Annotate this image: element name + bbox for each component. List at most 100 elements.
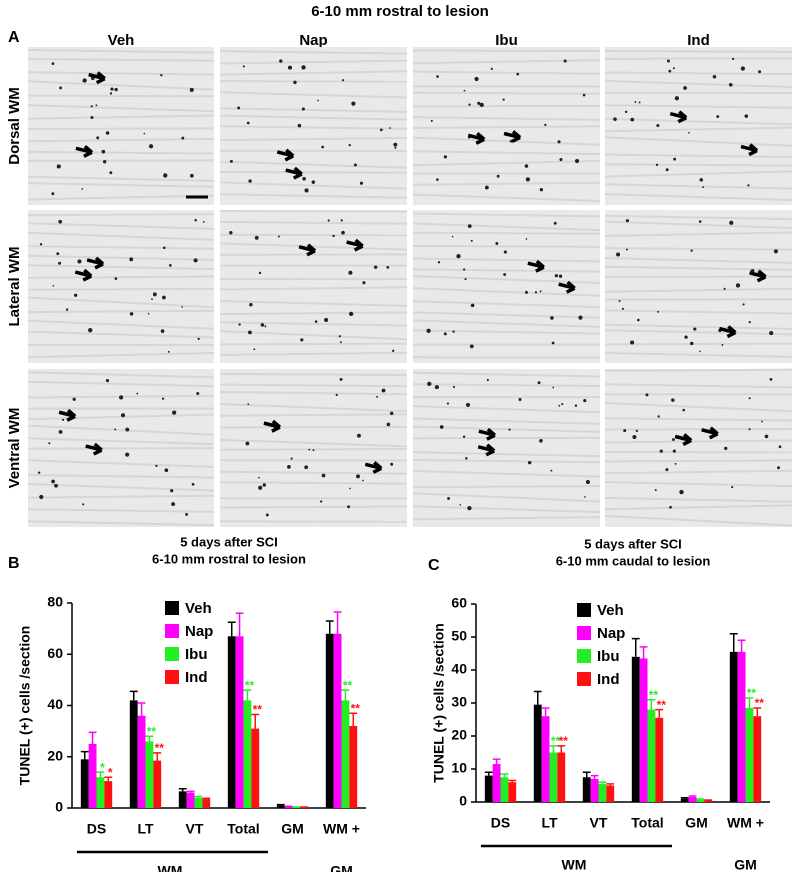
fiber-stripe [219, 372, 408, 376]
arrow [298, 243, 317, 257]
tunel-dot [630, 117, 635, 122]
tunel-dot [443, 332, 447, 336]
error-bar [582, 771, 591, 778]
tunel-dot [699, 178, 704, 182]
arrow [86, 256, 105, 270]
fiber-stripe [412, 485, 601, 489]
tunel-dot [287, 465, 291, 469]
tunel-dot [446, 402, 450, 405]
tunel-dot [459, 503, 462, 506]
tunel-dot [359, 181, 364, 185]
bar [235, 636, 244, 808]
tunel-dot [160, 329, 165, 333]
chart-title: 5 days after SCI [584, 536, 682, 551]
bar [276, 805, 285, 808]
tunel-dot [495, 242, 499, 245]
error-bar [80, 750, 89, 760]
tunel-dot [320, 500, 323, 503]
tunel-dot [362, 281, 366, 285]
tunel-dot [327, 219, 330, 222]
fiber-stripe [219, 181, 408, 190]
x-tick-label: VT [186, 821, 204, 837]
fiber-stripe [27, 175, 215, 182]
tunel-dot [349, 487, 351, 490]
tunel-dot [690, 341, 694, 346]
error-bar [276, 803, 285, 806]
significance: ** [343, 678, 353, 692]
fiber-stripe [412, 371, 601, 378]
tunel-dot [742, 303, 745, 306]
error-bar [696, 798, 705, 800]
significance: * [108, 765, 113, 779]
tunel-dot [558, 274, 563, 278]
error-bar [737, 639, 746, 652]
significance: ** [253, 703, 263, 717]
fiber-stripe [219, 242, 408, 251]
tunel-dot [58, 219, 63, 224]
fiber-stripe [412, 319, 601, 328]
tunel-dot [264, 325, 267, 328]
panel-label: A [8, 29, 20, 46]
tunel-dot [119, 395, 124, 400]
fiber-stripe [604, 183, 793, 190]
tunel-dot [728, 82, 733, 87]
error-bar [680, 796, 689, 799]
fiber-stripe [412, 257, 601, 263]
fiber-stripe [604, 117, 793, 126]
tunel-dot [311, 180, 316, 184]
tunel-dot [655, 163, 659, 166]
tunel-dot [702, 186, 705, 189]
tunel-dot [462, 435, 466, 438]
tunel-dot [297, 123, 302, 128]
tunel-dot [777, 466, 780, 470]
tunel-dot [353, 163, 357, 167]
fiber-stripe [412, 59, 601, 65]
error-bar [235, 612, 244, 637]
bar [647, 709, 656, 802]
arrow [88, 71, 106, 85]
tunel-dot [690, 249, 693, 252]
y-tick-label: 10 [451, 760, 467, 776]
tunel-dot [682, 408, 685, 412]
bar [80, 759, 89, 808]
tunel-dot [439, 425, 444, 429]
tunel-dot [242, 65, 245, 68]
tunel-dot [525, 238, 528, 240]
bar [333, 633, 342, 808]
tunel-dot [486, 378, 489, 382]
tunel-dot [553, 221, 557, 225]
tunel-dot [136, 392, 139, 395]
tunel-dot [769, 331, 774, 336]
tunel-dot [161, 397, 165, 400]
fiber-stripe [219, 91, 408, 99]
tunel-dot [392, 349, 395, 352]
tunel-dot [666, 59, 670, 63]
error-bar [96, 771, 105, 778]
fiber-stripe [219, 107, 408, 113]
tunel-dot [508, 428, 511, 431]
fiber-stripe [604, 514, 793, 527]
tunel-dot [348, 270, 353, 275]
tunel-dot [39, 243, 43, 246]
tunel-dot [351, 101, 356, 106]
fiber-stripe [27, 494, 215, 499]
tunel-dot [503, 273, 507, 276]
tunel-dot [170, 489, 174, 493]
fiber-stripe [412, 417, 601, 425]
tunel-dot [561, 403, 564, 406]
tunel-dot [82, 503, 85, 506]
tunel-dot [81, 188, 84, 190]
tunel-dot [58, 429, 63, 434]
fiber-stripe [412, 300, 601, 309]
tunel-dot [436, 75, 439, 78]
tunel-dot [290, 457, 293, 460]
tunel-dot [258, 476, 260, 479]
tunel-dot [317, 99, 319, 102]
tunel-dot [554, 274, 558, 278]
column-label: Nap [299, 32, 327, 49]
fiber-stripe [27, 413, 215, 421]
fiber-stripe [412, 287, 601, 297]
tunel-dot [202, 221, 205, 223]
tunel-dot [544, 123, 547, 127]
fiber-stripe [27, 80, 215, 91]
